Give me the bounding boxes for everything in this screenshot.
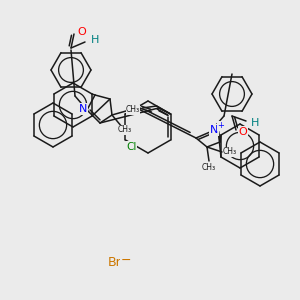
- Text: CH₃: CH₃: [223, 148, 237, 157]
- Text: Br: Br: [108, 256, 122, 268]
- Text: H: H: [251, 118, 259, 128]
- Text: N: N: [79, 104, 87, 114]
- Text: +: +: [218, 122, 224, 130]
- Text: CH₃: CH₃: [118, 125, 132, 134]
- Text: N: N: [210, 125, 218, 135]
- Text: −: −: [121, 254, 131, 266]
- Text: Cl: Cl: [126, 142, 137, 152]
- Text: H: H: [91, 35, 99, 45]
- Text: O: O: [238, 127, 247, 137]
- Text: CH₃: CH₃: [202, 164, 216, 172]
- Text: CH₃: CH₃: [126, 106, 140, 115]
- Text: O: O: [78, 27, 86, 37]
